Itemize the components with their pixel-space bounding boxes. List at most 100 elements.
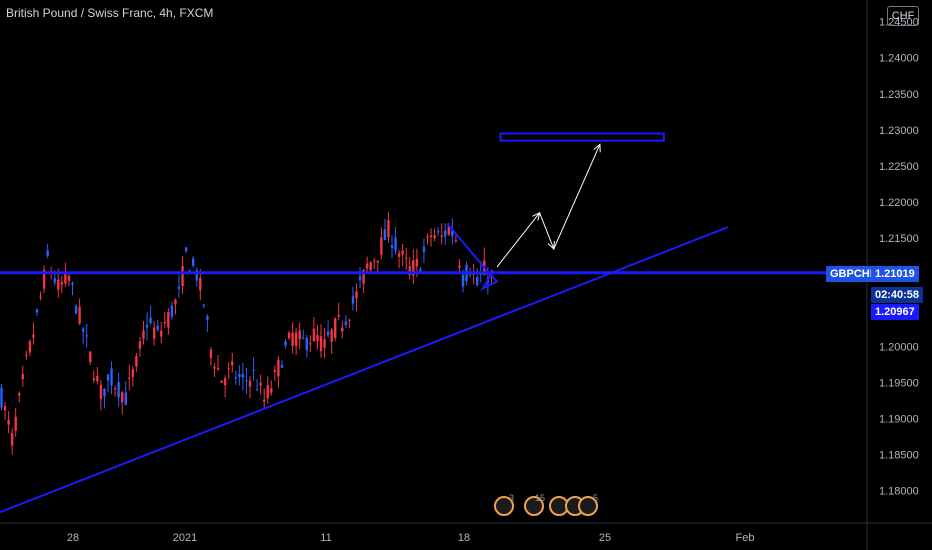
candle-body — [32, 334, 35, 338]
event-count: 15 — [535, 493, 546, 503]
candle-body — [447, 225, 450, 235]
candle-body — [390, 245, 394, 249]
candle-body — [103, 388, 106, 397]
candle-body — [60, 282, 64, 285]
event-count: 3 — [509, 493, 515, 503]
candle-body — [287, 332, 291, 339]
candle-body — [206, 316, 209, 320]
candle-body — [216, 367, 220, 370]
candle-body — [365, 263, 369, 269]
candle-body — [64, 271, 67, 284]
candle-body — [376, 260, 379, 263]
candle-body — [160, 330, 163, 337]
price-tick-label: 1.19500 — [879, 377, 919, 389]
second-price-tag: 1.20967 — [871, 304, 919, 320]
candle-body — [152, 327, 156, 339]
candle-body — [202, 304, 206, 306]
candle-body — [440, 235, 443, 237]
candle-body — [309, 343, 312, 345]
candle-body — [223, 378, 227, 386]
candle-body — [89, 351, 92, 362]
time-tick-label: 28 — [67, 532, 79, 544]
price-tick-label: 1.20000 — [879, 341, 919, 353]
candle-body — [149, 317, 152, 323]
price-tick-label: 1.22500 — [879, 161, 919, 173]
ascending-trendline — [0, 226, 729, 514]
candle-body — [14, 416, 17, 431]
target-zone-rect — [499, 132, 665, 142]
price-tick-label: 1.22000 — [879, 197, 919, 209]
candle-body — [373, 260, 376, 262]
candle-body — [3, 406, 7, 411]
price-tick-label: 1.24000 — [879, 53, 919, 65]
candle-body — [412, 260, 415, 276]
arrowhead-3 — [593, 143, 601, 153]
uk-flag-event-icon[interactable] — [494, 496, 514, 516]
time-tick-label: 18 — [458, 532, 470, 544]
candle-body — [96, 375, 99, 382]
candle-body — [380, 237, 383, 256]
currency-badge[interactable]: CHF — [887, 6, 919, 26]
candle-body — [248, 380, 252, 387]
candle-body — [259, 382, 262, 386]
candle-body — [35, 309, 39, 313]
candle-body — [128, 377, 131, 379]
candle-body — [429, 235, 433, 237]
candle-body — [124, 392, 127, 405]
candle-body — [277, 359, 280, 377]
candle-body — [454, 240, 458, 242]
candle-body — [337, 315, 340, 317]
candle-body — [241, 374, 245, 378]
candle-body — [227, 367, 230, 369]
candle-body — [426, 236, 429, 238]
candle-body — [302, 337, 305, 339]
candle-body — [394, 237, 397, 251]
candle-body — [156, 325, 159, 330]
candle-body — [213, 366, 216, 369]
symbol-tag: GBPCHF — [826, 266, 881, 282]
symbol-title: British Pound / Swiss Franc, 4h, FXCM — [6, 6, 214, 20]
price-axis[interactable]: 1.180001.185001.190001.195001.200001.205… — [879, 17, 919, 498]
candle-body — [387, 220, 390, 238]
candle-body — [444, 230, 447, 237]
candle-body — [145, 325, 149, 328]
candle-body — [135, 356, 138, 367]
price-tick-label: 1.18000 — [879, 486, 919, 498]
candle-body — [252, 369, 255, 371]
candle-body — [167, 311, 170, 328]
candle-series — [0, 211, 493, 455]
candle-body — [273, 370, 277, 372]
candle-body — [436, 230, 440, 233]
candle-body — [284, 341, 287, 346]
candle-body — [199, 277, 202, 291]
candle-body — [67, 275, 71, 281]
time-tick-label: Feb — [736, 532, 755, 544]
candle-body — [209, 349, 213, 359]
candle-body — [266, 385, 269, 399]
time-tick-label: 25 — [599, 532, 611, 544]
candle-body — [433, 235, 436, 239]
candle-body — [355, 291, 358, 299]
price-tick-label: 1.19000 — [879, 413, 919, 425]
candle-body — [74, 306, 78, 314]
candle-body — [181, 265, 184, 287]
arrowhead-2 — [547, 240, 555, 250]
candle-body — [358, 276, 362, 281]
candle-body — [330, 329, 333, 342]
candle-body — [234, 377, 237, 379]
time-tick-label: 2021 — [173, 532, 197, 544]
candle-body — [106, 374, 110, 381]
candle-body — [316, 334, 319, 342]
candle-body — [192, 258, 195, 266]
candle-body — [142, 330, 145, 340]
uk-flag-event-icon[interactable] — [578, 496, 598, 516]
candle-body — [451, 229, 454, 237]
candle-body — [334, 318, 337, 338]
candle-body — [405, 257, 408, 259]
price-tick-label: 1.18500 — [879, 449, 919, 461]
price-tick-label: 1.23500 — [879, 89, 919, 101]
uk-flag-event-icon[interactable] — [524, 496, 544, 516]
time-axis[interactable]: 28 2021 11 18 25 Feb — [67, 532, 755, 544]
candle-body — [422, 246, 426, 253]
